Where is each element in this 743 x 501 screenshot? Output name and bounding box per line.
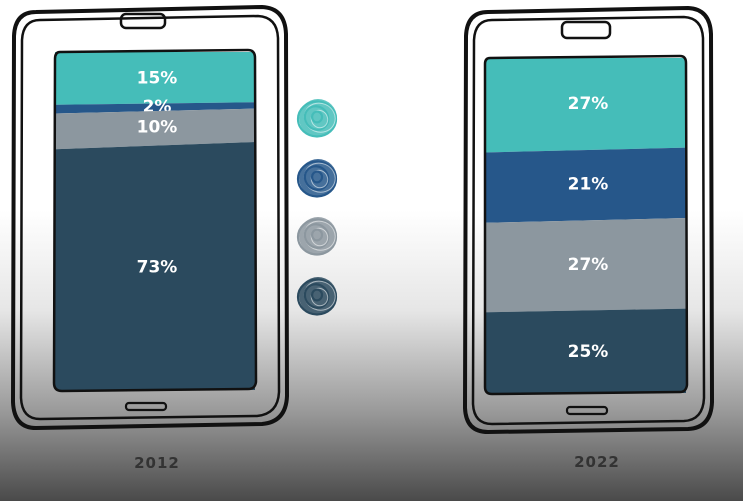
phone-2022-home-button-icon bbox=[565, 405, 609, 416]
x-tick-label-2012: 2012 bbox=[134, 454, 180, 472]
phone-2012-home-button-icon bbox=[124, 401, 168, 412]
data-label-2022-1: 21% bbox=[568, 175, 609, 195]
x-tick-label-2022: 2022 bbox=[574, 453, 620, 471]
phone-2022-speaker-icon bbox=[560, 20, 612, 40]
data-label-2012-0: 15% bbox=[137, 68, 178, 88]
bar-segment-2012-3 bbox=[55, 142, 255, 390]
phone-2012: 15%2%10%73% bbox=[11, 5, 289, 430]
data-label-2012-2: 10% bbox=[137, 117, 178, 137]
legend-swatch-1 bbox=[296, 159, 338, 198]
phone-2022: 27% 21% 27% 25% bbox=[463, 6, 714, 434]
legend-swatch-0 bbox=[296, 99, 338, 138]
phone-2012-speaker-icon bbox=[119, 12, 167, 30]
bar-segment-2022-0 bbox=[486, 58, 686, 153]
bar-segment-2022-3 bbox=[486, 308, 686, 393]
data-label-2022-2: 27% bbox=[568, 255, 609, 275]
data-label-2022-3: 25% bbox=[568, 342, 609, 362]
screen-2022: 27% 21% 27% 25% bbox=[486, 58, 686, 393]
legend-swatch-2 bbox=[296, 217, 338, 256]
bar-segment-2022-2 bbox=[486, 218, 686, 313]
bar-segment-2012-1 bbox=[55, 102, 255, 114]
data-label-2022-0: 27% bbox=[568, 94, 609, 114]
screen-2012: 15%2%10%73% bbox=[55, 52, 255, 390]
bar-segment-2012-0 bbox=[55, 52, 255, 105]
legend bbox=[296, 99, 338, 316]
legend-swatch-3 bbox=[296, 277, 338, 316]
bar-segment-2012-2 bbox=[55, 108, 255, 150]
bar-segment-2022-1 bbox=[486, 147, 686, 223]
data-label-2012-3: 73% bbox=[137, 258, 178, 278]
